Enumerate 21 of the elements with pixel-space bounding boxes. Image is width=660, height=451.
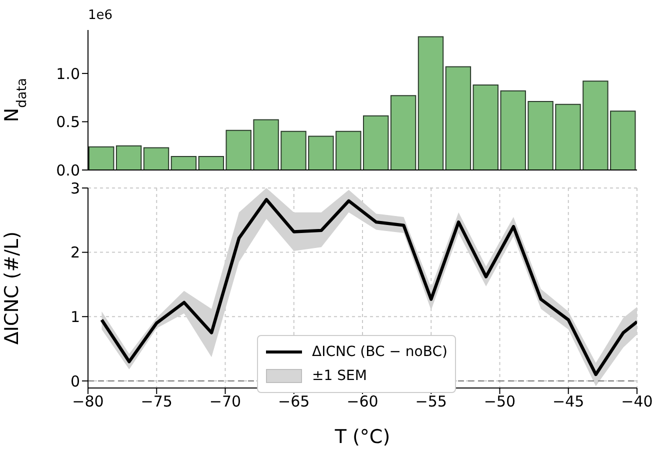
x-tick-label: −40 — [621, 392, 653, 411]
y-tick-label: 0 — [70, 372, 80, 390]
y-tick-label: 1.0 — [56, 64, 80, 83]
x-tick-label: −45 — [552, 392, 584, 411]
legend-label: ΔICNC (BC − noBC) — [312, 344, 448, 360]
x-axis-title: T (°C) — [334, 426, 390, 448]
y-tick-label: 1 — [70, 308, 80, 326]
y-axis-title: ΔICNC (#/L) — [1, 231, 23, 345]
y-tick-label: 3 — [70, 179, 80, 198]
annotation: ±1 SEM — [312, 368, 367, 384]
x-tick-label: −70 — [209, 392, 242, 411]
y-tick-label: 0.0 — [56, 161, 80, 180]
x-tick-label: −55 — [415, 392, 447, 411]
x-tick-label: −50 — [484, 392, 516, 411]
y-tick-label: 0.5 — [56, 113, 80, 132]
x-tick-label: −65 — [278, 392, 310, 411]
x-tick-label: −80 — [72, 392, 104, 411]
y-tick-label: 2 — [70, 244, 80, 262]
x-tick-label: −75 — [140, 392, 172, 411]
text: 1e6 — [88, 8, 113, 23]
x-tick-label: −60 — [346, 392, 378, 411]
